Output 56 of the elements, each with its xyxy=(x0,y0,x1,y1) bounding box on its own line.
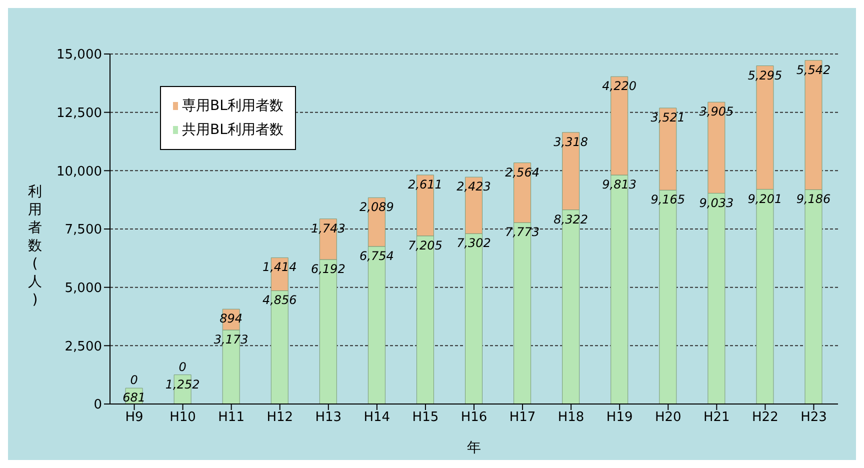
x-tick-label: H22 xyxy=(752,410,778,426)
data-label: 8,322 xyxy=(554,212,588,226)
x-tick-label: H20 xyxy=(654,410,682,426)
x-tick-label: H21 xyxy=(704,410,730,426)
y-tick-label: 15,000 xyxy=(56,48,102,63)
data-label: 9,165 xyxy=(650,192,686,207)
data-label: 2,564 xyxy=(505,165,540,180)
x-tick-label: H18 xyxy=(558,410,584,426)
data-label: 3,521 xyxy=(650,110,686,125)
data-label: 5,295 xyxy=(748,68,782,82)
data-label: 5,542 xyxy=(796,62,831,77)
y-tick-label: 10,000 xyxy=(56,164,102,180)
x-tick-label: H11 xyxy=(218,410,244,426)
data-label: 0 xyxy=(178,360,187,374)
x-axis-title: 年 xyxy=(467,440,481,456)
x-tick-label: H13 xyxy=(315,410,342,426)
data-label: 6,192 xyxy=(310,262,346,276)
legend-label: 共用BL利用者数 xyxy=(182,121,284,139)
data-label: 9,033 xyxy=(699,196,734,210)
x-tick-label: H17 xyxy=(509,410,536,426)
data-label: 7,773 xyxy=(505,225,540,240)
data-label: 2,423 xyxy=(456,180,491,194)
data-label: 4,856 xyxy=(262,293,298,308)
data-label: 681 xyxy=(122,390,146,405)
data-label: 6,754 xyxy=(360,248,394,263)
data-label: 3,173 xyxy=(214,332,248,346)
y-tick-label: 5,000 xyxy=(64,280,102,296)
data-label: 3,318 xyxy=(554,134,588,149)
x-tick-label: H14 xyxy=(364,410,390,426)
data-label: 894 xyxy=(220,312,243,326)
y-tick-label: 0 xyxy=(94,398,102,413)
data-label: 2,089 xyxy=(360,200,394,214)
x-tick-label: H9 xyxy=(125,410,144,426)
x-tick-label: H19 xyxy=(606,410,633,426)
y-tick-label: 7,500 xyxy=(64,222,102,238)
data-label: 1,414 xyxy=(262,260,297,274)
data-label: 9,201 xyxy=(748,192,782,206)
y-axis-title: 利用者数(人) xyxy=(27,183,43,309)
data-label: 3,905 xyxy=(699,104,734,119)
x-tick-label: H12 xyxy=(266,410,294,426)
data-label: 7,302 xyxy=(456,236,491,250)
y-tick-label: 12,500 xyxy=(56,106,102,121)
data-label: 0 xyxy=(130,373,138,388)
data-label: 9,813 xyxy=(602,178,637,192)
y-tick-label: 2,500 xyxy=(64,339,102,354)
x-tick-label: H10 xyxy=(170,410,196,426)
data-label: 1,743 xyxy=(310,221,346,236)
x-tick-label: H15 xyxy=(412,410,439,426)
x-tick-label: H16 xyxy=(460,410,488,426)
data-label: 4,220 xyxy=(602,79,637,94)
data-label: 9,186 xyxy=(796,192,832,206)
x-tick-label: H23 xyxy=(800,410,827,426)
data-label: 7,205 xyxy=(408,238,442,252)
data-label: 2,611 xyxy=(408,177,442,192)
legend-label: 専用BL利用者数 xyxy=(182,97,284,115)
data-label: 1,252 xyxy=(165,377,200,392)
